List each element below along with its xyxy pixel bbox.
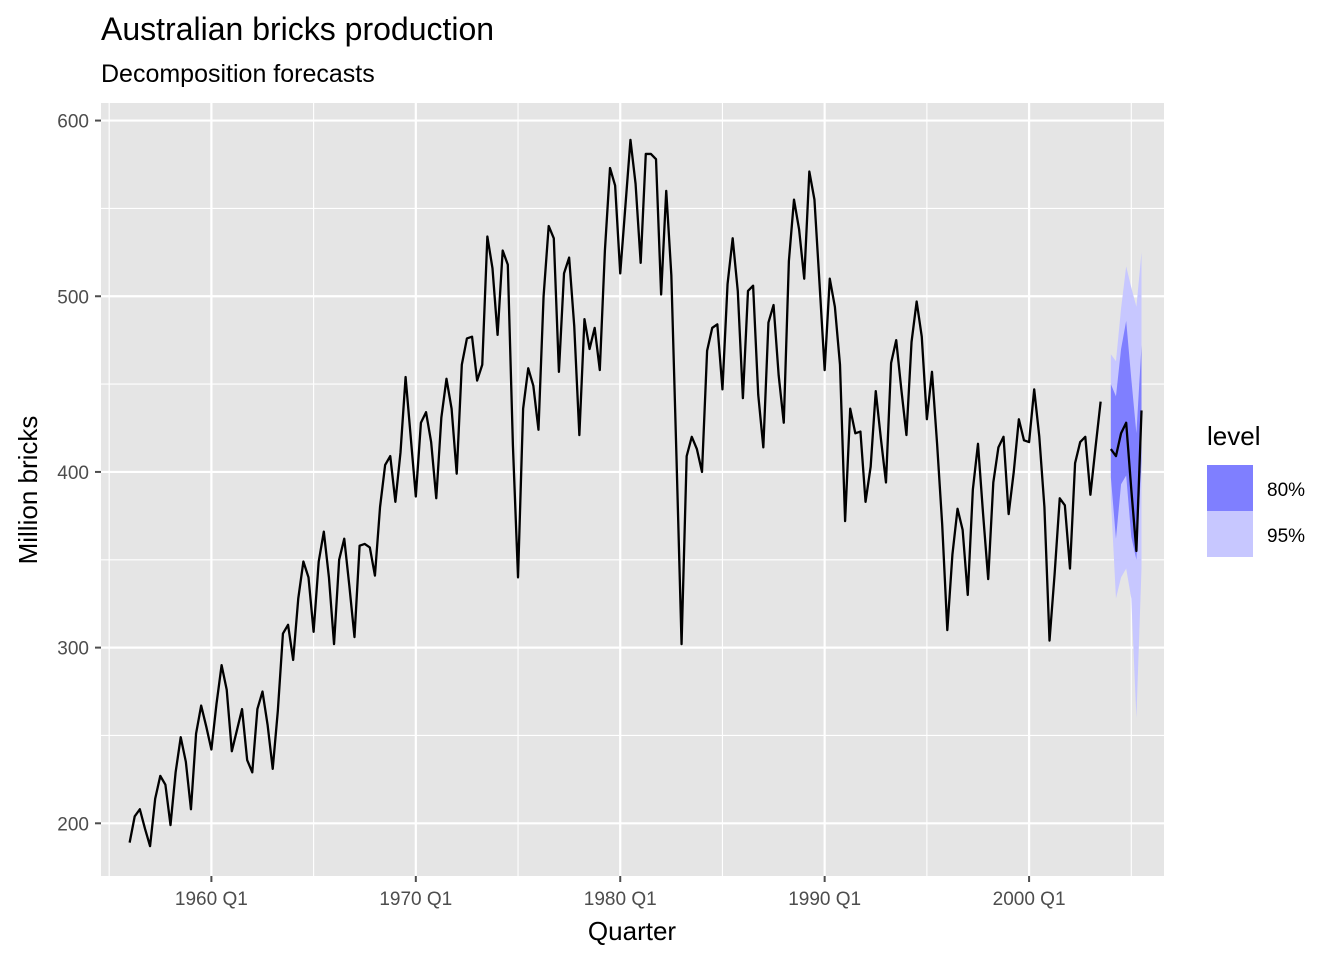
y-tick-label: 300 xyxy=(57,639,89,660)
plot-panel xyxy=(101,103,1164,876)
chart-subtitle: Decomposition forecasts xyxy=(101,60,375,88)
band-80 xyxy=(1110,320,1142,560)
y-tick-label: 600 xyxy=(57,112,89,133)
x-tick-label: 1990 Q1 xyxy=(788,889,861,910)
y-tick-label: 500 xyxy=(57,287,89,308)
x-tick-label: 1980 Q1 xyxy=(584,889,657,910)
legend-key-95 xyxy=(1207,511,1253,557)
x-tick-label: 2000 Q1 xyxy=(993,889,1066,910)
chart-title: Australian bricks production xyxy=(101,11,494,47)
y-tick-label: 400 xyxy=(57,463,89,484)
y-axis: 200 300 400 500 600 xyxy=(57,112,101,835)
x-tick-label: 1970 Q1 xyxy=(379,889,452,910)
legend-label-95: 95% xyxy=(1267,526,1305,547)
x-axis: 1960 Q1 1970 Q1 1980 Q1 1990 Q1 2000 Q1 xyxy=(175,876,1066,910)
major-gridlines xyxy=(101,103,1164,876)
forecast-intervals xyxy=(1110,252,1142,718)
legend-title: level xyxy=(1207,421,1260,451)
series-lines xyxy=(128,138,1143,848)
series-line xyxy=(128,138,1102,848)
forecast-line xyxy=(1109,410,1143,553)
x-tick-label: 1960 Q1 xyxy=(175,889,248,910)
legend-key-80 xyxy=(1207,465,1253,511)
x-axis-title: Quarter xyxy=(588,916,676,946)
band-95 xyxy=(1110,252,1142,718)
legend-label-80: 80% xyxy=(1267,480,1305,501)
y-tick-label: 200 xyxy=(57,814,89,835)
legend: level 80% 95% xyxy=(1207,421,1305,557)
y-axis-title: Million bricks xyxy=(13,416,43,565)
